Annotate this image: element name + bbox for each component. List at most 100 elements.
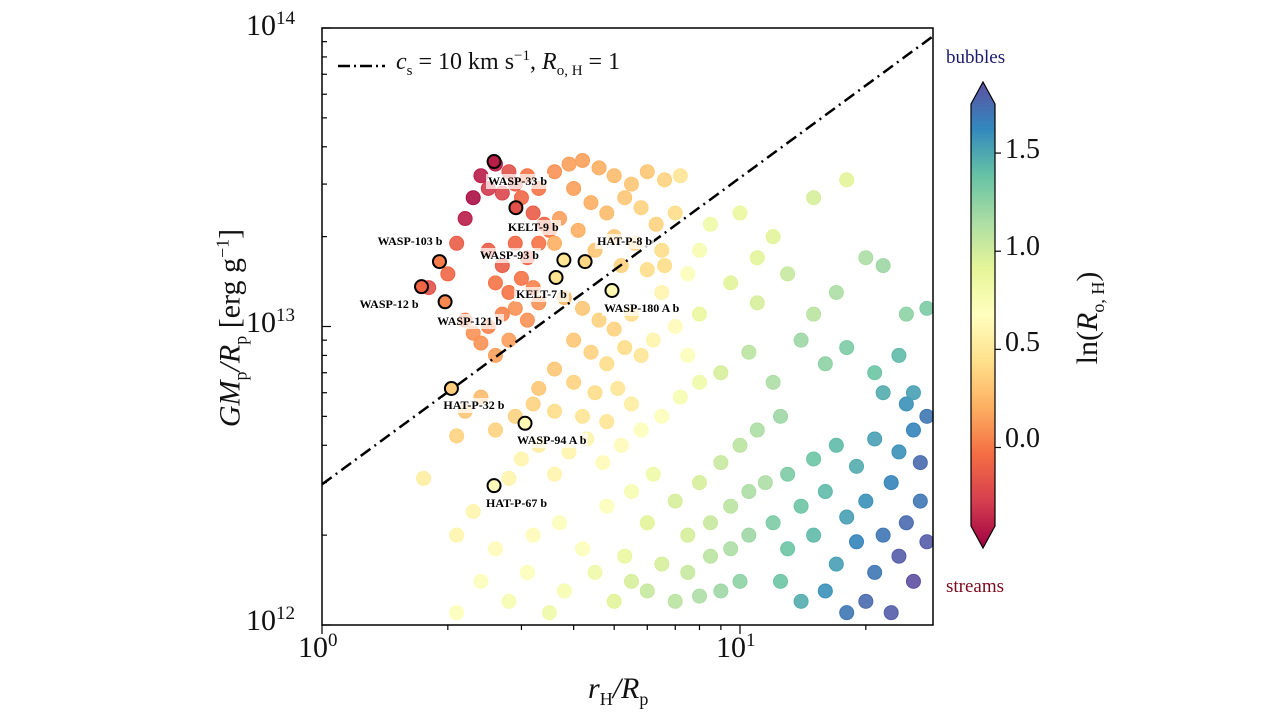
data-point <box>691 242 707 258</box>
data-point <box>905 573 921 589</box>
planet-label: WASP-93 b <box>477 248 541 264</box>
data-point <box>525 396 541 412</box>
data-point <box>891 444 907 460</box>
data-point <box>806 451 822 467</box>
data-point <box>591 160 607 176</box>
data-point <box>654 556 670 572</box>
data-point <box>599 498 615 514</box>
data-point <box>839 509 855 525</box>
data-point <box>702 515 718 531</box>
data-point <box>741 484 757 500</box>
data-point <box>487 422 503 438</box>
data-point <box>891 347 907 363</box>
legend-text: cs = 10 km s−1, Ro, H = 1 <box>396 48 621 79</box>
data-point <box>875 527 891 543</box>
colorbar <box>970 80 1001 550</box>
labeled-planet-point <box>431 254 447 270</box>
data-point <box>599 205 615 221</box>
data-point <box>680 564 696 580</box>
data-point <box>575 541 591 557</box>
data-point <box>449 527 465 543</box>
planet-label: KELT-9 b <box>505 219 561 235</box>
x-axis-label: rH/Rp <box>588 672 649 709</box>
data-point <box>680 266 696 282</box>
data-point <box>883 475 899 491</box>
data-point <box>566 374 582 390</box>
data-point <box>599 356 615 372</box>
labeled-planet-point <box>437 294 453 310</box>
data-point <box>657 172 673 188</box>
data-point <box>613 437 629 453</box>
data-point <box>595 455 611 471</box>
labeled-planet-point <box>548 269 564 285</box>
data-point <box>667 205 683 221</box>
labeled-planet-point <box>604 283 620 299</box>
data-point <box>849 458 865 474</box>
data-point <box>919 408 933 424</box>
data-point <box>817 356 833 372</box>
data-point <box>541 605 557 621</box>
data-point <box>867 365 883 381</box>
data-point <box>780 541 796 557</box>
y-tick-label: 1013 <box>246 305 295 339</box>
labeled-planet-points <box>414 154 620 494</box>
data-point <box>639 515 655 531</box>
data-point <box>606 593 622 609</box>
data-point <box>713 455 729 471</box>
data-point <box>587 385 603 401</box>
data-point <box>765 229 781 245</box>
data-point <box>867 564 883 580</box>
data-point <box>691 374 707 390</box>
data-point <box>501 593 517 609</box>
data-point <box>839 605 855 621</box>
data-point <box>806 527 822 543</box>
planet-label: WASP-121 b <box>435 313 505 329</box>
data-point <box>793 332 809 348</box>
data-point <box>566 332 582 348</box>
data-point <box>599 414 615 430</box>
data-point <box>617 190 633 206</box>
data-point <box>449 605 465 621</box>
data-point <box>547 235 563 251</box>
data-point <box>691 475 707 491</box>
reference-line <box>322 35 933 486</box>
data-point <box>713 583 729 599</box>
planet-label: HAT-P-32 b <box>441 398 507 414</box>
labeled-planet-point <box>556 252 572 268</box>
data-point <box>654 408 670 424</box>
data-point <box>773 408 789 424</box>
colorbar-tick-label: 1.0 <box>1005 231 1040 262</box>
data-point <box>519 564 535 580</box>
data-point <box>817 484 833 500</box>
data-point <box>606 321 622 337</box>
data-point <box>566 180 582 196</box>
data-point <box>575 300 591 316</box>
data-point <box>723 498 739 514</box>
data-point <box>749 250 765 266</box>
data-point <box>765 374 781 390</box>
data-point <box>617 548 633 564</box>
data-point <box>513 270 529 286</box>
data-point <box>828 437 844 453</box>
reference-line-group <box>322 35 933 486</box>
data-point <box>501 332 517 348</box>
data-point <box>639 262 655 278</box>
planet-label: KELT-7 b <box>514 287 569 303</box>
data-point <box>883 605 899 621</box>
data-point <box>898 306 914 322</box>
data-point <box>867 431 883 447</box>
y-axis-label: GMp/Rp [erg g−1] <box>212 228 251 428</box>
y-tick-label: 1014 <box>246 8 295 42</box>
data-point <box>587 564 603 580</box>
data-point <box>654 242 670 258</box>
data-point <box>680 527 696 543</box>
data-point <box>487 275 503 291</box>
data-point <box>457 211 473 227</box>
data-point <box>793 498 809 514</box>
data-point <box>519 312 535 328</box>
data-point <box>575 408 591 424</box>
data-point <box>449 235 465 251</box>
data-point <box>570 222 586 238</box>
data-point <box>552 515 568 531</box>
